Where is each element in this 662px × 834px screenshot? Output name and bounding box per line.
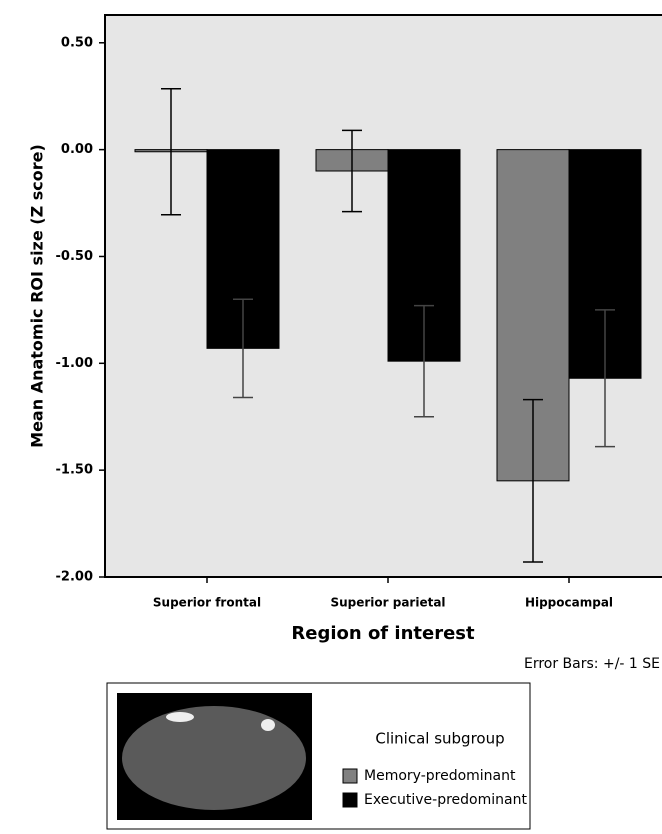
legend-swatch (342, 768, 358, 784)
legend-label: Memory-predominant (364, 768, 516, 784)
y-axis-label: Mean Anatomic ROI size (Z score) (28, 144, 47, 448)
error-bar (161, 87, 181, 216)
brain-shape (122, 706, 306, 810)
error-bar (342, 129, 362, 213)
y-tick-label: 0.00 (61, 142, 93, 157)
y-tick-label: -2.00 (56, 570, 93, 585)
x-tick-label: Hippocampal (525, 596, 613, 610)
y-tick-label: 0.50 (61, 35, 93, 50)
error-bar (233, 298, 253, 399)
x-tick-label: Superior frontal (153, 596, 261, 610)
error-bar (523, 398, 543, 563)
highlight (166, 712, 194, 722)
x-tick-label: Superior parietal (330, 596, 445, 610)
legend-label: Executive-predominant (364, 792, 527, 808)
x-axis-label: Region of interest (291, 623, 475, 644)
y-tick-label: -1.00 (56, 356, 93, 371)
error-bar (414, 304, 434, 418)
legend-title: Clinical subgroup (375, 730, 504, 748)
y-tick-label: -0.50 (56, 249, 93, 264)
error-bar (595, 309, 615, 448)
brain-image (117, 693, 312, 820)
legend-swatch (342, 792, 358, 808)
highlight (261, 719, 275, 731)
annotation: Error Bars: +/- 1 SE (524, 656, 660, 672)
y-tick-label: -1.50 (56, 463, 93, 478)
